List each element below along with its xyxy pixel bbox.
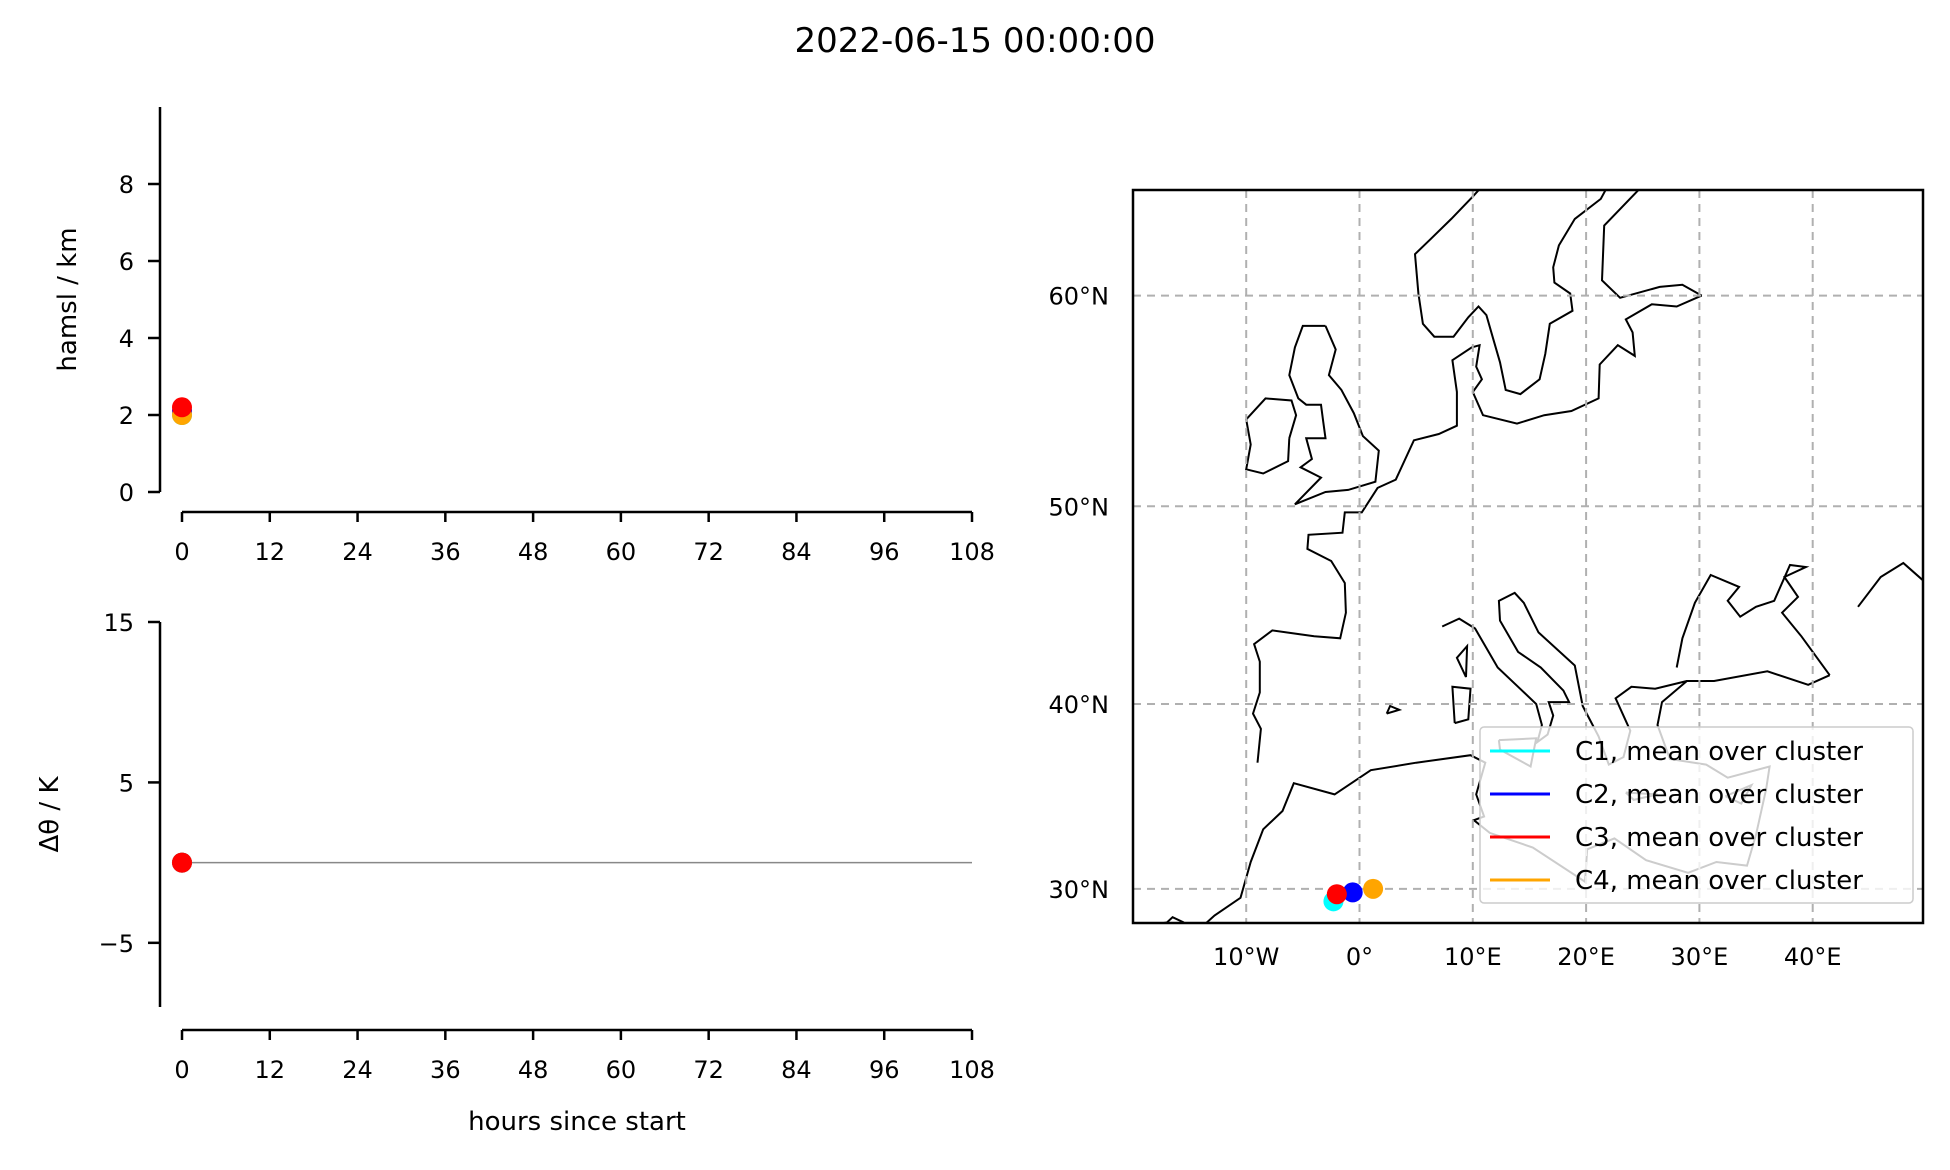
x-axis-label: hours since start — [468, 1107, 686, 1137]
x-tick-label: 96 — [869, 1056, 900, 1084]
coastline — [1385, 704, 1403, 715]
x-tick-label: 36 — [430, 1056, 461, 1084]
map-point-c4 — [1363, 878, 1384, 899]
map-panel: 10°W 0° 10°E 20°E 30°E 40°E 60°N 50°N 40°N 30°N C1… — [1049, 188, 1925, 971]
lon-tick-label: 30°E — [1671, 943, 1729, 971]
coastline — [1245, 397, 1298, 475]
coastline — [1413, 190, 1607, 396]
legend-label-c3: C3, mean over cluster — [1575, 823, 1863, 853]
point-c3 — [172, 852, 192, 873]
coastline — [1451, 685, 1472, 725]
x-tick-label: 60 — [606, 1056, 637, 1084]
x-tick-label: 12 — [255, 538, 286, 566]
x-tick-label: 12 — [255, 1056, 286, 1084]
theta-panel: 0 12 24 36 48 60 72 84 96 108 15 5 −5 Δθ / K hours sin… — [35, 609, 995, 1137]
coastline — [1455, 643, 1469, 678]
figure-title: 2022-06-15 00:00:00 — [794, 21, 1155, 61]
x-tick-label: 84 — [781, 1056, 812, 1084]
x-tick-label: 72 — [693, 538, 724, 566]
y-axis-label: Δθ / K — [35, 776, 65, 853]
y-tick-label: 8 — [119, 171, 134, 199]
y-tick-label: −5 — [99, 930, 134, 958]
x-tick-label: 72 — [693, 1056, 724, 1084]
coastline — [1857, 561, 1923, 608]
coastline — [1251, 294, 1703, 763]
x-tick-label: 48 — [518, 538, 549, 566]
x-tick-label: 108 — [949, 538, 995, 566]
map-frame — [1131, 188, 1925, 925]
x-tick-label: 108 — [949, 1056, 995, 1084]
lat-tick-label: 60°N — [1049, 283, 1110, 311]
x-tick-label: 84 — [781, 538, 812, 566]
y-tick-label: 4 — [119, 325, 134, 353]
lat-tick-label: 40°N — [1049, 691, 1110, 719]
y-tick-label: 15 — [103, 609, 134, 637]
map-point-c2 — [1342, 882, 1363, 903]
x-tick-label: 0 — [174, 538, 189, 566]
y-tick-label: 2 — [119, 402, 134, 430]
legend-box — [1479, 726, 1914, 904]
legend-label-c2: C2, mean over cluster — [1575, 780, 1863, 810]
y-axis-label: hamsl / km — [53, 227, 83, 371]
legend-label-c1: C1, mean over cluster — [1575, 737, 1863, 767]
lat-tick-label: 50°N — [1049, 493, 1110, 521]
x-tick-label: 0 — [174, 1056, 189, 1084]
lat-tick-label: 30°N — [1049, 876, 1110, 904]
x-tick-label: 60 — [606, 538, 637, 566]
lon-tick-label: 20°E — [1557, 943, 1615, 971]
lon-tick-label: 0° — [1346, 943, 1373, 971]
x-tick-label: 24 — [342, 538, 373, 566]
x-tick-label: 24 — [342, 1056, 373, 1084]
lon-tick-label: 40°E — [1784, 943, 1842, 971]
coastline — [1675, 563, 1831, 676]
y-tick-label: 0 — [119, 479, 134, 507]
coastline — [1288, 324, 1380, 506]
y-tick-label: 5 — [119, 769, 134, 797]
x-tick-label: 48 — [518, 1056, 549, 1084]
map-point-c3 — [1326, 884, 1347, 905]
y-tick-label: 6 — [119, 248, 134, 276]
x-tick-label: 96 — [869, 538, 900, 566]
coastline — [1600, 190, 1703, 299]
x-tick-label: 36 — [430, 538, 461, 566]
point-c3 — [172, 397, 192, 418]
legend-label-c4: C4, mean over cluster — [1575, 866, 1863, 896]
coastline — [1157, 916, 1185, 923]
lon-tick-label: 10°W — [1213, 943, 1279, 971]
lon-tick-label: 10°E — [1444, 943, 1502, 971]
